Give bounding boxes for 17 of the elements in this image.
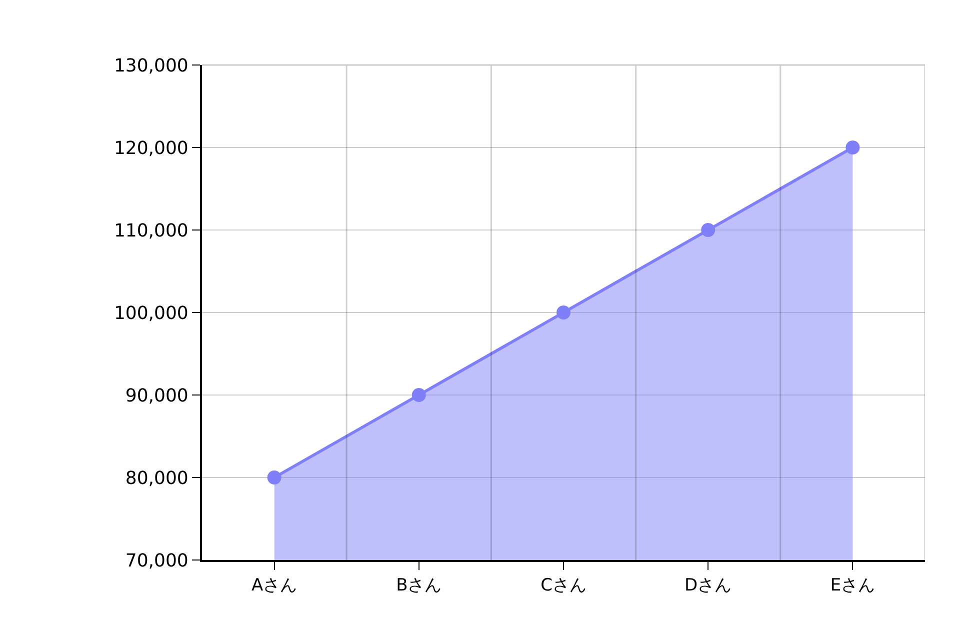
y-tick-label: 100,000 (114, 302, 188, 324)
point (846, 140, 860, 154)
y-tick-label: 130,000 (114, 55, 188, 76)
y-tick-label: 80,000 (125, 468, 188, 489)
y-tick-label: 110,000 (114, 220, 188, 242)
x-tick-label: Eさん (830, 575, 876, 596)
point (412, 388, 426, 402)
y-tick-label: 90,000 (125, 385, 188, 406)
y-tick-label: 70,000 (125, 550, 188, 572)
x-tick-label: Cさん (540, 575, 586, 596)
point (701, 223, 716, 237)
x-tick-label: Dさん (684, 575, 732, 596)
point (556, 306, 570, 320)
y-tick-label: 120,000 (114, 138, 188, 159)
x-tick-label: Aさん (251, 575, 298, 596)
x-tick-label: Bさん (396, 575, 442, 596)
point (267, 470, 282, 484)
